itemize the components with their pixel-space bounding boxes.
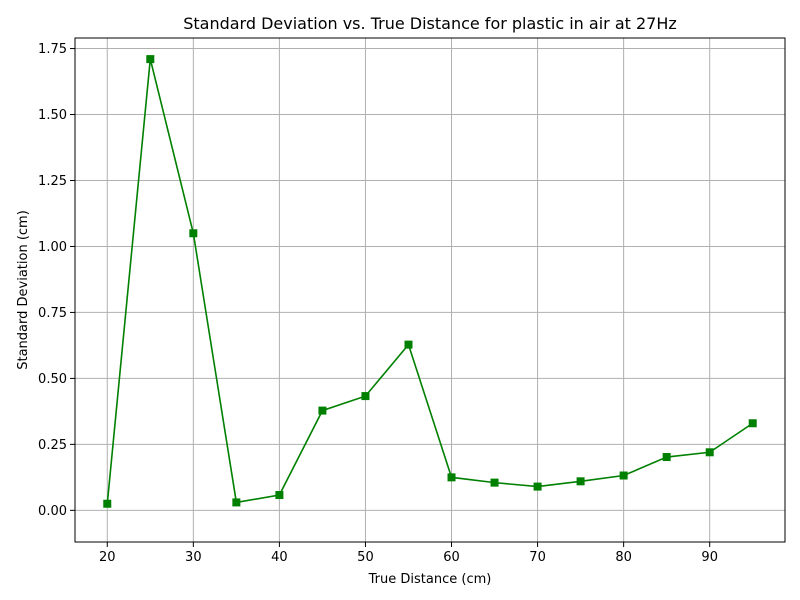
data-point bbox=[705, 448, 714, 457]
x-tick-label: 80 bbox=[615, 550, 632, 565]
x-tick-label: 60 bbox=[443, 550, 460, 565]
data-point bbox=[490, 478, 499, 487]
data-point bbox=[619, 471, 628, 480]
data-point bbox=[146, 55, 155, 64]
y-tick-label: 1.75 bbox=[38, 42, 67, 57]
x-tick-label: 30 bbox=[185, 550, 202, 565]
data-point bbox=[275, 491, 284, 500]
data-point bbox=[103, 499, 112, 508]
plot-frame bbox=[74, 37, 786, 543]
series-line bbox=[106, 58, 754, 504]
data-point bbox=[361, 392, 370, 401]
y-tick-label: 0.00 bbox=[38, 504, 67, 519]
data-point bbox=[662, 453, 671, 462]
x-tick-label: 90 bbox=[701, 550, 718, 565]
y-tick-label: 1.00 bbox=[38, 240, 67, 255]
data-point bbox=[576, 477, 585, 486]
x-tick-label: 50 bbox=[357, 550, 374, 565]
series-layer bbox=[103, 55, 757, 508]
data-point bbox=[189, 229, 198, 238]
x-axis: 20 30 40 50 60 70 80 90 bbox=[99, 542, 718, 565]
y-tick-label: 1.50 bbox=[38, 108, 67, 123]
chart-title: Standard Deviation vs. True Distance for… bbox=[183, 14, 677, 33]
data-point bbox=[447, 473, 456, 482]
data-point bbox=[748, 419, 757, 428]
y-tick-label: 0.75 bbox=[38, 306, 67, 321]
x-tick-label: 70 bbox=[529, 550, 546, 565]
data-point bbox=[404, 340, 413, 349]
y-tick-label: 0.50 bbox=[38, 372, 67, 387]
grid bbox=[75, 38, 785, 542]
x-tick-label: 40 bbox=[271, 550, 288, 565]
data-point bbox=[318, 406, 327, 415]
data-point bbox=[533, 482, 542, 491]
y-tick-label: 0.25 bbox=[38, 438, 67, 453]
x-tick-label: 20 bbox=[99, 550, 116, 565]
data-point bbox=[232, 498, 241, 507]
y-axis: 0.00 0.25 0.50 0.75 1.00 1.25 1.50 1.75 bbox=[38, 42, 75, 519]
x-axis-label: True Distance (cm) bbox=[368, 572, 492, 587]
y-tick-label: 1.25 bbox=[38, 174, 67, 189]
y-axis-label: Standard Deviation (cm) bbox=[16, 210, 31, 370]
